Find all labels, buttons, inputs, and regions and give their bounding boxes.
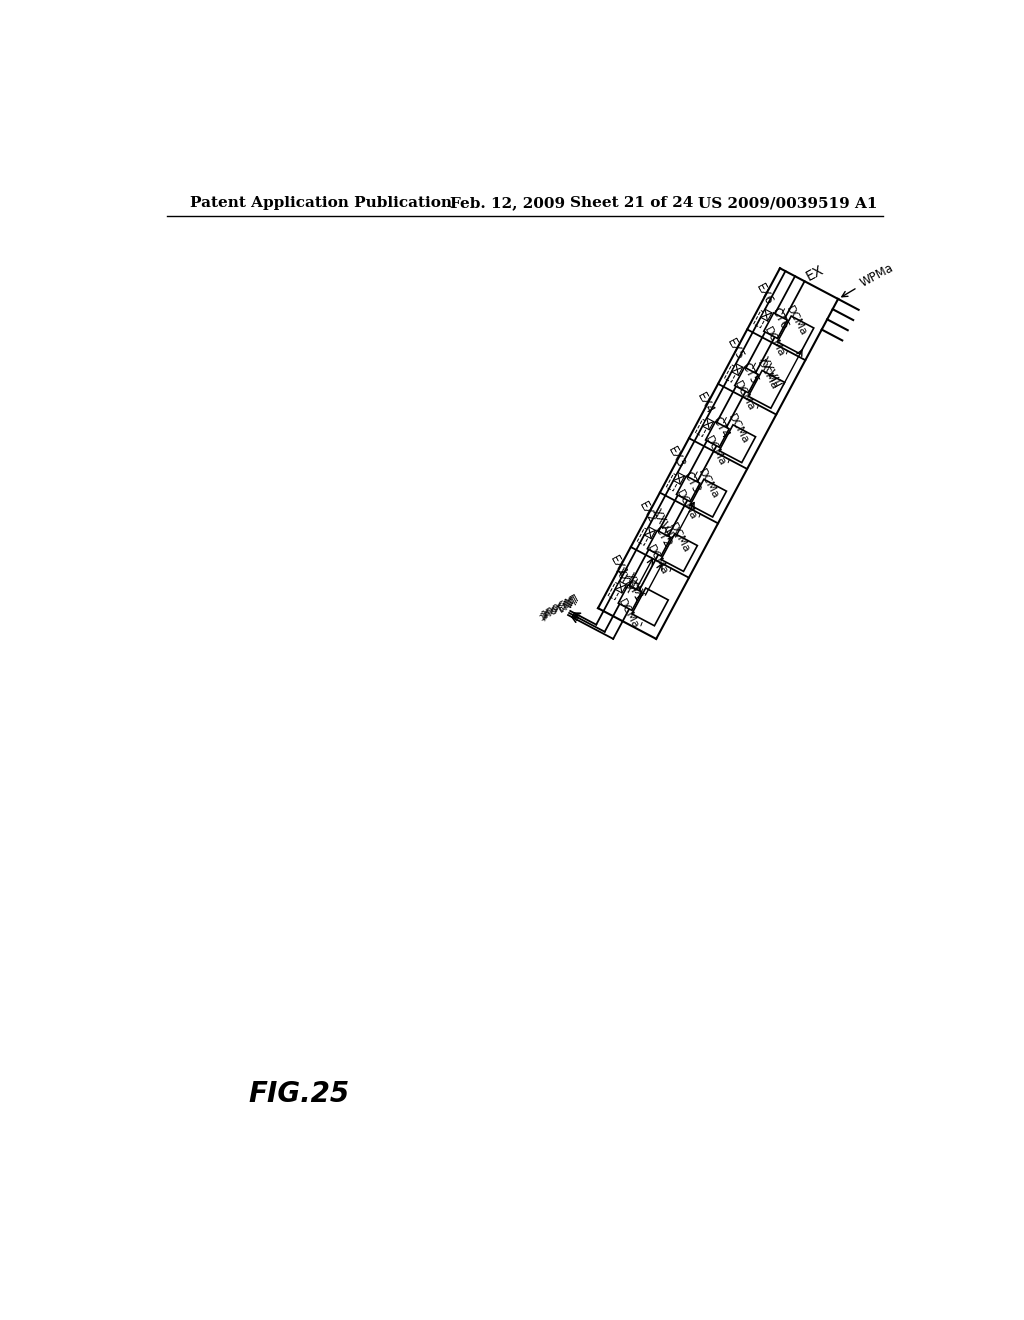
Polygon shape [660, 533, 697, 572]
Text: EX6: EX6 [753, 281, 775, 308]
Polygon shape [706, 421, 729, 447]
Text: WPMa: WPMa [858, 261, 896, 289]
Text: XXIX: XXIX [622, 570, 646, 601]
Polygon shape [719, 425, 756, 462]
Text: XXIX: XXIX [612, 565, 636, 595]
Text: DCMa: DCMa [703, 434, 728, 467]
Polygon shape [734, 367, 758, 393]
Text: Patent Application Publication: Patent Application Publication [190, 197, 452, 210]
Polygon shape [647, 531, 671, 556]
Text: DCMa: DCMa [668, 521, 691, 556]
Text: EX2: EX2 [637, 499, 658, 525]
Text: CT6: CT6 [768, 306, 791, 333]
Polygon shape [618, 585, 642, 610]
Text: EX: EX [803, 263, 825, 284]
Text: LN1out: LN1out [535, 594, 574, 622]
Text: CT2: CT2 [652, 523, 674, 549]
Polygon shape [632, 587, 669, 626]
Text: DCMa: DCMa [675, 488, 698, 523]
Polygon shape [764, 313, 787, 338]
Text: DCMa: DCMa [732, 380, 757, 413]
Text: DCMa: DCMa [616, 597, 640, 631]
Text: FIG.25: FIG.25 [248, 1080, 349, 1107]
Text: DCMa: DCMa [755, 358, 779, 392]
Text: XXVIII: XXVIII [757, 354, 784, 391]
Text: DCMa: DCMa [696, 467, 721, 500]
Text: DCMa: DCMa [726, 413, 750, 446]
Text: Sheet 21 of 24: Sheet 21 of 24 [569, 197, 693, 210]
Polygon shape [677, 477, 700, 502]
Text: EX4: EX4 [694, 391, 717, 417]
Polygon shape [644, 527, 655, 539]
Text: CT4: CT4 [710, 414, 732, 441]
Polygon shape [674, 473, 685, 484]
Polygon shape [761, 309, 772, 321]
Polygon shape [749, 371, 784, 408]
Text: US 2009/0039519 A1: US 2009/0039519 A1 [697, 197, 878, 210]
Text: DCMa: DCMa [762, 325, 785, 359]
Text: CT3: CT3 [681, 469, 703, 495]
Polygon shape [702, 418, 714, 430]
Text: LN5out: LN5out [537, 590, 577, 618]
Text: EX5: EX5 [724, 337, 746, 362]
Text: CT5: CT5 [739, 360, 762, 387]
Text: LN3out: LN3out [536, 591, 575, 619]
Text: EX3: EX3 [666, 445, 688, 471]
Polygon shape [731, 363, 742, 375]
Text: XXVIII: XXVIII [648, 507, 676, 543]
Text: EX1: EX1 [607, 553, 630, 579]
Text: DCMa: DCMa [645, 543, 670, 577]
Text: DCMa: DCMa [783, 304, 808, 338]
Text: CT1: CT1 [623, 578, 645, 605]
Text: Feb. 12, 2009: Feb. 12, 2009 [450, 197, 565, 210]
Polygon shape [615, 581, 627, 593]
Polygon shape [690, 479, 726, 517]
Polygon shape [777, 315, 814, 354]
